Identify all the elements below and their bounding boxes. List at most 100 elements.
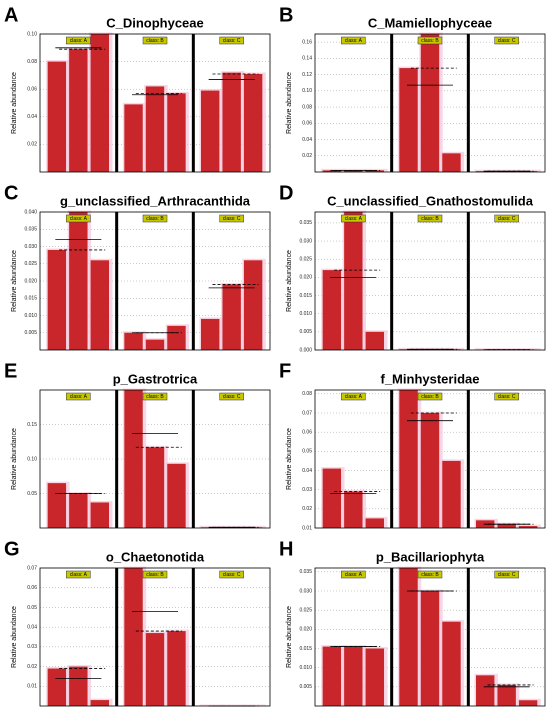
class-label: class: B (146, 394, 164, 400)
y-tick-label: 0.05 (302, 449, 312, 455)
bar (442, 460, 461, 528)
panel-letter: C (4, 182, 18, 204)
bar (399, 568, 418, 706)
bar (476, 675, 495, 706)
y-tick-label: 0.030 (24, 244, 37, 250)
y-tick-label: 0.005 (299, 329, 312, 335)
y-tick-label: 0.035 (299, 569, 312, 575)
y-tick-label: 0.16 (302, 39, 312, 45)
panel-letter: D (279, 182, 293, 204)
y-tick-label: 0.10 (302, 88, 312, 94)
class-label-box (66, 214, 91, 223)
y-tick-label: 0.06 (27, 87, 37, 93)
class-label: class: C (498, 38, 516, 44)
class-label: class: A (70, 216, 88, 222)
y-tick-label: 0.15 (27, 422, 37, 428)
plot-frame (39, 33, 271, 173)
bar (47, 61, 67, 172)
bar (47, 483, 67, 528)
y-tick-label: 0.030 (299, 238, 312, 244)
class-label: class: B (421, 572, 439, 578)
y-axis-label: Relative abundance (11, 250, 18, 312)
class-label: class: B (421, 394, 439, 400)
bar (344, 170, 363, 172)
bar (518, 700, 538, 706)
bar (243, 74, 263, 172)
y-axis-label: Relative abundance (11, 428, 18, 490)
class-label-box (341, 570, 366, 579)
class-label: class: A (70, 572, 88, 578)
bar (124, 332, 143, 350)
y-tick-label: 0.05 (27, 605, 37, 611)
bar (222, 72, 241, 172)
class-label-box (417, 392, 443, 401)
bar (497, 684, 516, 706)
bar (442, 621, 461, 706)
bar (344, 646, 363, 706)
bar (420, 34, 440, 172)
bar (365, 331, 384, 350)
bar (145, 86, 165, 172)
bar (365, 170, 384, 172)
y-tick-label: 0.08 (302, 391, 312, 397)
y-axis-label: Relative abundance (286, 72, 293, 134)
bar (167, 93, 186, 172)
bar (167, 325, 186, 350)
y-tick-label: 0.035 (24, 227, 37, 233)
bar (322, 646, 342, 706)
y-axis-label: Relative abundance (11, 606, 18, 668)
bar-shadow (517, 348, 541, 350)
class-label: class: B (146, 38, 164, 44)
class-label-box (219, 392, 244, 401)
class-label-box (417, 36, 443, 45)
plot-frame (314, 389, 546, 529)
y-tick-label: 0.04 (27, 114, 37, 120)
bar (365, 648, 384, 706)
y-tick-label: 0.08 (27, 59, 37, 65)
y-tick-label: 0.03 (27, 644, 37, 650)
bar-shadow (474, 348, 498, 350)
bar (399, 68, 418, 172)
plot-frame (314, 211, 546, 351)
bar-shadow (495, 348, 520, 350)
class-label: class: B (146, 216, 164, 222)
class-label-box (142, 36, 168, 45)
bar (476, 171, 495, 172)
bar (167, 463, 186, 528)
bar (222, 284, 241, 350)
bar (322, 170, 342, 172)
class-label: class: C (498, 216, 516, 222)
y-tick-label: 0.020 (299, 275, 312, 281)
bar (124, 390, 143, 528)
bar (90, 502, 109, 528)
bar-shadow (199, 704, 223, 706)
y-tick-label: 0.030 (299, 588, 312, 594)
class-label: class: B (421, 38, 439, 44)
class-label: class: C (223, 572, 241, 578)
class-label: class: A (345, 572, 363, 578)
y-tick-label: 0.02 (27, 142, 37, 148)
class-label-box (494, 214, 519, 223)
bar (442, 153, 461, 172)
bar (497, 524, 516, 528)
y-tick-label: 0.14 (302, 56, 312, 62)
y-tick-label: 0.07 (27, 565, 37, 571)
chart-title: C_Dinophyceae (106, 15, 204, 30)
class-label-box (66, 392, 91, 401)
bar (124, 104, 143, 172)
class-label: class: C (223, 38, 241, 44)
chart-title: o_Chaetonotida (106, 549, 205, 564)
bar (90, 260, 109, 350)
y-tick-label: 0.10 (27, 31, 37, 37)
class-label: class: B (421, 216, 439, 222)
bar (243, 260, 263, 350)
class-label-box (142, 570, 168, 579)
bar (90, 34, 109, 172)
class-label-box (219, 36, 244, 45)
plot-frame (39, 389, 271, 529)
class-label: class: A (345, 394, 363, 400)
bar (322, 468, 342, 528)
class-label-box (66, 36, 91, 45)
class-label: class: C (223, 216, 241, 222)
y-tick-label: 0.06 (302, 121, 312, 127)
